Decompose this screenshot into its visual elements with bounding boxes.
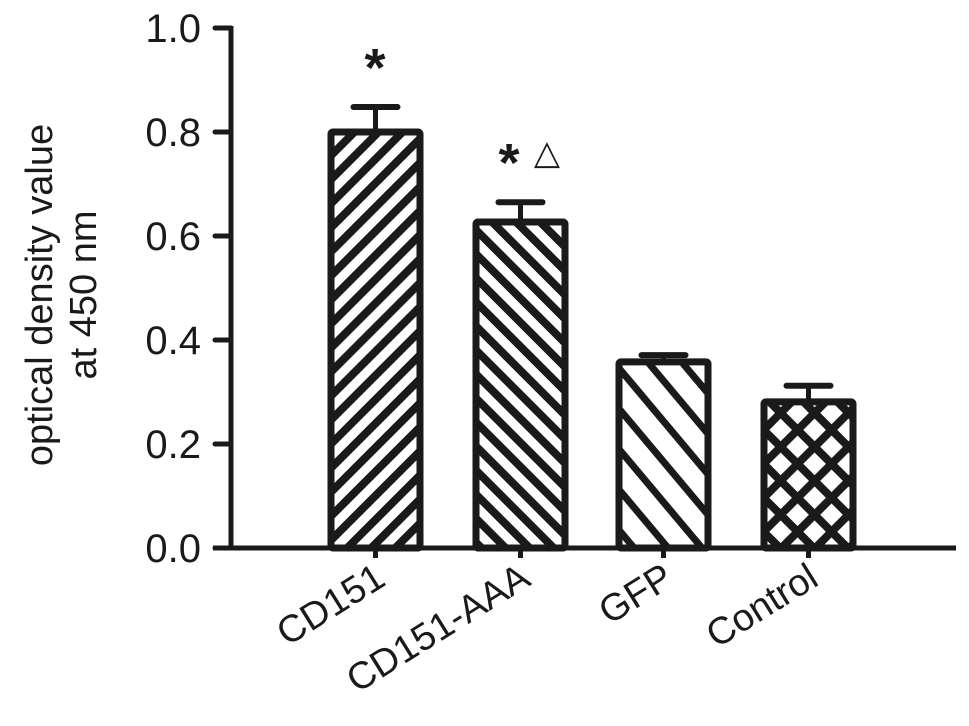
y-tick-label: 0.0: [145, 527, 201, 571]
bar-rect: [327, 128, 424, 552]
y-tick-label: 0.4: [145, 319, 201, 363]
bar-cd151: [327, 104, 424, 552]
significance-asterisk: *: [364, 38, 385, 98]
x-tick-label: GFP: [592, 556, 681, 633]
triangle-marker-icon: △: [534, 133, 561, 173]
y-tick-label: 1.0: [145, 7, 201, 51]
bar-rect: [760, 398, 857, 552]
y-tick-label: 0.8: [145, 111, 201, 155]
y-axis-title-line: at 450 nm: [63, 211, 105, 380]
x-tick-label: Control: [699, 556, 825, 657]
bar-rect: [472, 218, 569, 552]
significance-asterisk: *: [498, 133, 519, 193]
bar-cd151-aaa: [472, 199, 569, 552]
bar-control: [760, 382, 857, 552]
y-axis-title: optical density value at 450 nm: [19, 124, 105, 466]
y-axis-title-line: optical density value: [19, 124, 61, 466]
significance-markers: * * △: [364, 38, 560, 193]
bars: [327, 104, 857, 552]
x-tick-label: CD151: [270, 556, 393, 654]
bar-gfp: [615, 352, 712, 552]
y-axis: 0.0 0.2 0.4 0.6 0.8 1.0: [145, 7, 234, 571]
bar-rect: [615, 358, 712, 552]
y-tick-label: 0.6: [145, 215, 201, 259]
y-tick-label: 0.2: [145, 423, 201, 467]
